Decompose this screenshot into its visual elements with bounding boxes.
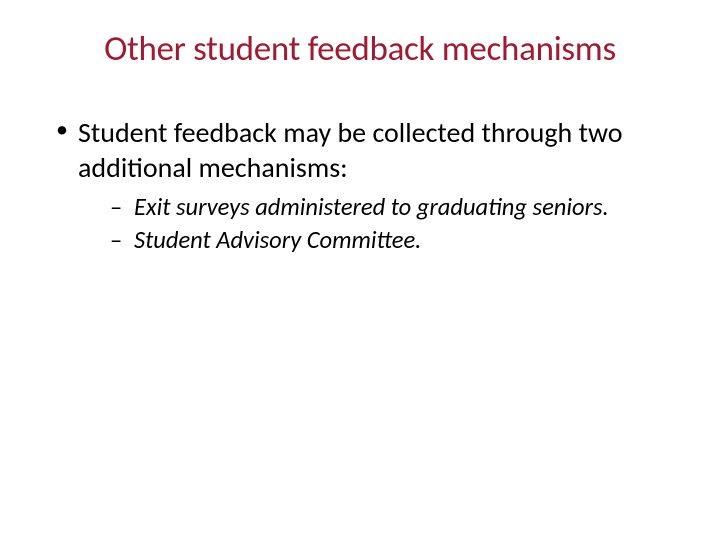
slide-title: Other student feedback mechanisms <box>50 28 670 70</box>
sub-bullet-list: Exit surveys administered to graduating … <box>78 191 670 257</box>
slide-container: Other student feedback mechanisms Studen… <box>0 0 720 540</box>
sub-bullet-text: Exit surveys administered to graduating … <box>134 192 609 222</box>
sub-bullet-item: Student Advisory Committee. <box>78 224 670 257</box>
bullet-text: Student feedback may be collected throug… <box>78 115 622 185</box>
bullet-list: Student feedback may be collected throug… <box>50 115 670 257</box>
sub-bullet-item: Exit surveys administered to graduating … <box>78 191 670 224</box>
bullet-item: Student feedback may be collected throug… <box>50 115 670 257</box>
sub-bullet-text: Student Advisory Committee. <box>134 225 421 255</box>
